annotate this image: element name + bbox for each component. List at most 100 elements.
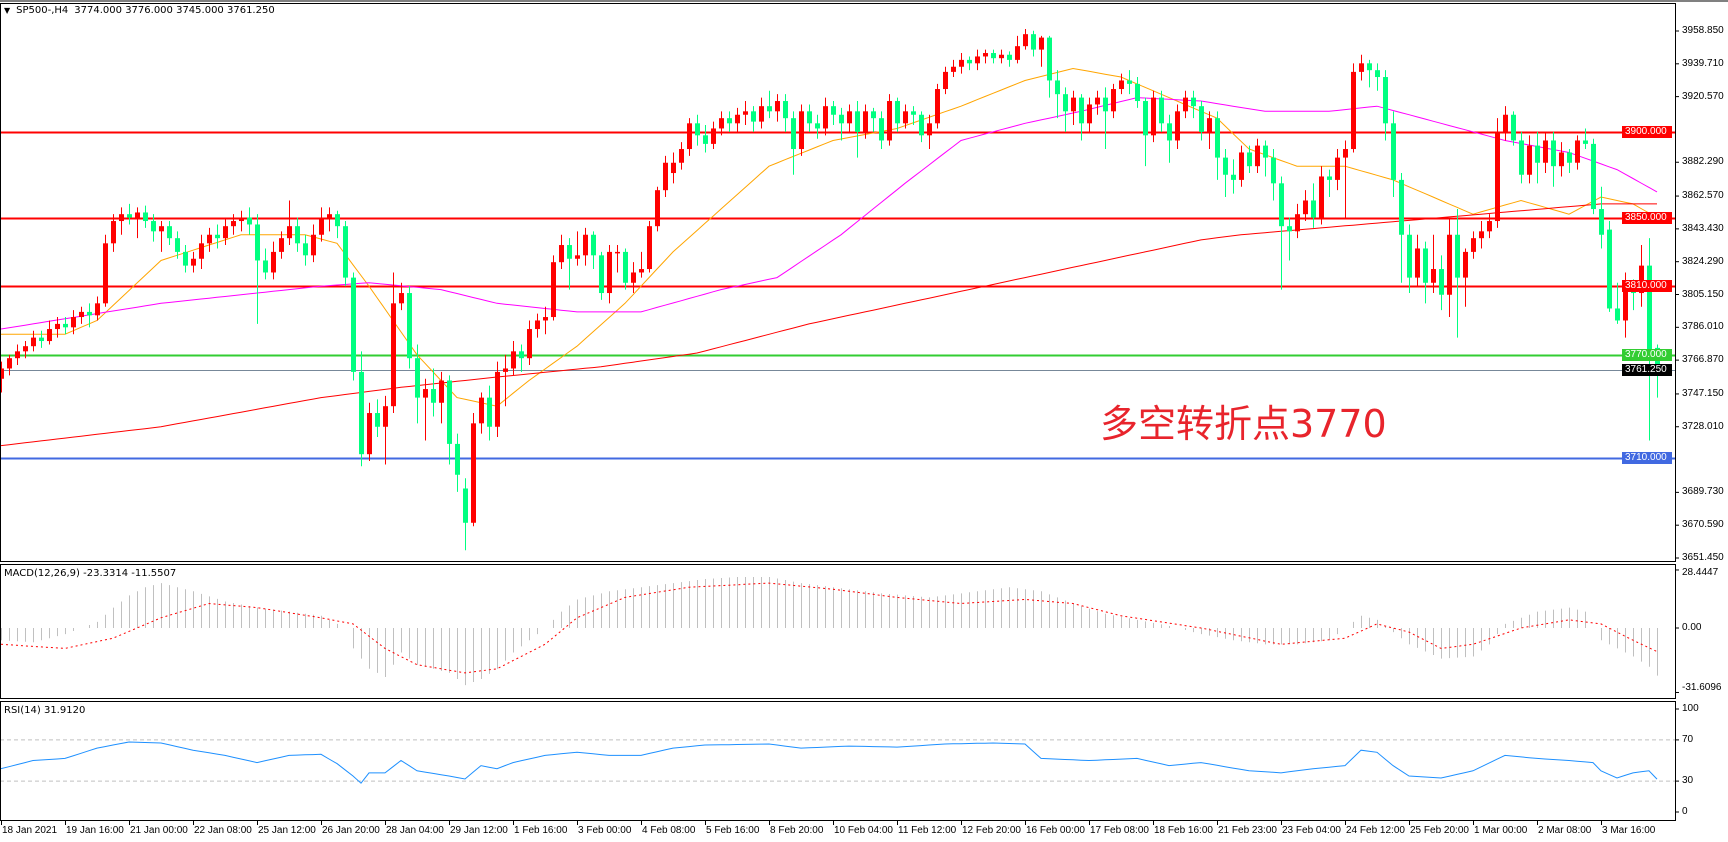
candle-body [1239,152,1244,180]
price-tick-label: 3728.010 [1682,420,1724,432]
bear-candle [295,217,300,252]
symbol-label: SP500-,H4 [16,5,69,16]
time-tick-label: 25 Jan 12:00 [258,825,316,836]
candle-body [391,303,396,407]
time-tick-label: 28 Jan 04:00 [386,825,444,836]
bull-candle [1447,217,1452,318]
bull-candle [55,317,60,338]
bull-candle [999,49,1004,64]
bear-candle [215,224,220,249]
candle-body [567,245,572,259]
candle-body [1583,140,1588,144]
candle-body [591,234,596,256]
candle-body [79,311,84,318]
bull-candle [983,49,988,64]
candle-body [159,226,164,232]
bear-candle [519,344,524,372]
candle-body [1535,145,1540,163]
candle-body [1023,34,1028,47]
bear-candle [807,104,812,132]
bear-candle [1031,30,1036,57]
price-tick-label: 3786.010 [1682,321,1724,333]
price-tick-label: 3939.710 [1682,57,1724,69]
bear-candle [919,111,924,143]
bear-candle [151,214,156,242]
candle-body [807,111,812,124]
candle-body [1487,221,1492,232]
candle-body [1391,123,1396,180]
time-tick-label: 22 Jan 08:00 [194,825,252,836]
candle-body [55,323,60,330]
bull-candle [471,413,476,527]
candle-body [943,71,948,90]
candle-body [927,123,932,136]
candle-body [7,358,12,369]
candle-body [527,329,532,359]
candle-body [1567,152,1572,163]
candle-body [287,226,292,239]
level-price-label: 3770.000 [1622,348,1672,361]
time-tick-label: 25 Feb 20:00 [1410,825,1469,836]
bear-candle [1647,238,1652,441]
candle-body [559,245,564,263]
candle-body [1551,140,1556,167]
bull-candle [1,361,4,393]
bear-candle [1399,173,1404,283]
candle-body [1431,269,1436,283]
candle-body [1335,157,1340,180]
candle-body [543,317,548,321]
chart-header: ▼ SP500-,H4 3774.000 3776.000 3745.000 3… [4,5,275,16]
candle-body [23,346,28,352]
bull-candle [1543,131,1548,174]
price-tick-label: 3843.430 [1682,222,1724,234]
bull-candle [671,152,676,184]
candle-body [1247,152,1252,167]
bear-candle [567,238,572,290]
candle-body [1263,145,1268,158]
bull-candle [1575,135,1580,170]
candle-body [1407,234,1412,278]
candle-body [1047,37,1052,81]
bear-candle [1007,51,1012,67]
bull-candle [1023,29,1028,50]
macd-panel-frame [0,564,1676,699]
bear-candle [127,203,132,225]
bear-candle [63,317,68,335]
candle-body [167,226,172,239]
candle-body [1479,231,1484,239]
bear-candle [1383,70,1388,141]
bull-candle [711,121,716,150]
bull-candle [279,231,284,259]
bear-candle [455,433,460,492]
candle-body [1415,248,1420,278]
bull-candle [327,207,332,232]
candle-body [1055,80,1060,95]
rsi-tick-label: 100 [1682,703,1699,714]
bull-candle [975,49,980,71]
candle-body [1575,140,1580,163]
bear-candle [1599,186,1604,249]
bull-candle [1487,214,1492,239]
candle-body [127,214,132,218]
candle-body [39,337,44,342]
bear-candle [1327,169,1332,198]
candle-body [847,111,852,124]
triangle-down-icon[interactable]: ▼ [4,6,11,15]
candle-body [1159,97,1164,124]
candle-body [903,111,908,124]
bull-candle [1087,97,1092,132]
candlesticks [1,29,1660,551]
candle-body [1527,145,1532,175]
bull-candle [1255,138,1260,174]
time-tick-label: 19 Jan 16:00 [66,825,124,836]
candle-body [1455,234,1460,278]
bear-candle [1215,111,1220,180]
candle-body [1119,80,1124,90]
macd-signal-line [1,582,1658,674]
bull-candle [559,234,564,270]
candle-body [1255,145,1260,167]
candle-body [415,358,420,398]
candle-body [1015,46,1020,60]
candle-body [503,368,508,372]
